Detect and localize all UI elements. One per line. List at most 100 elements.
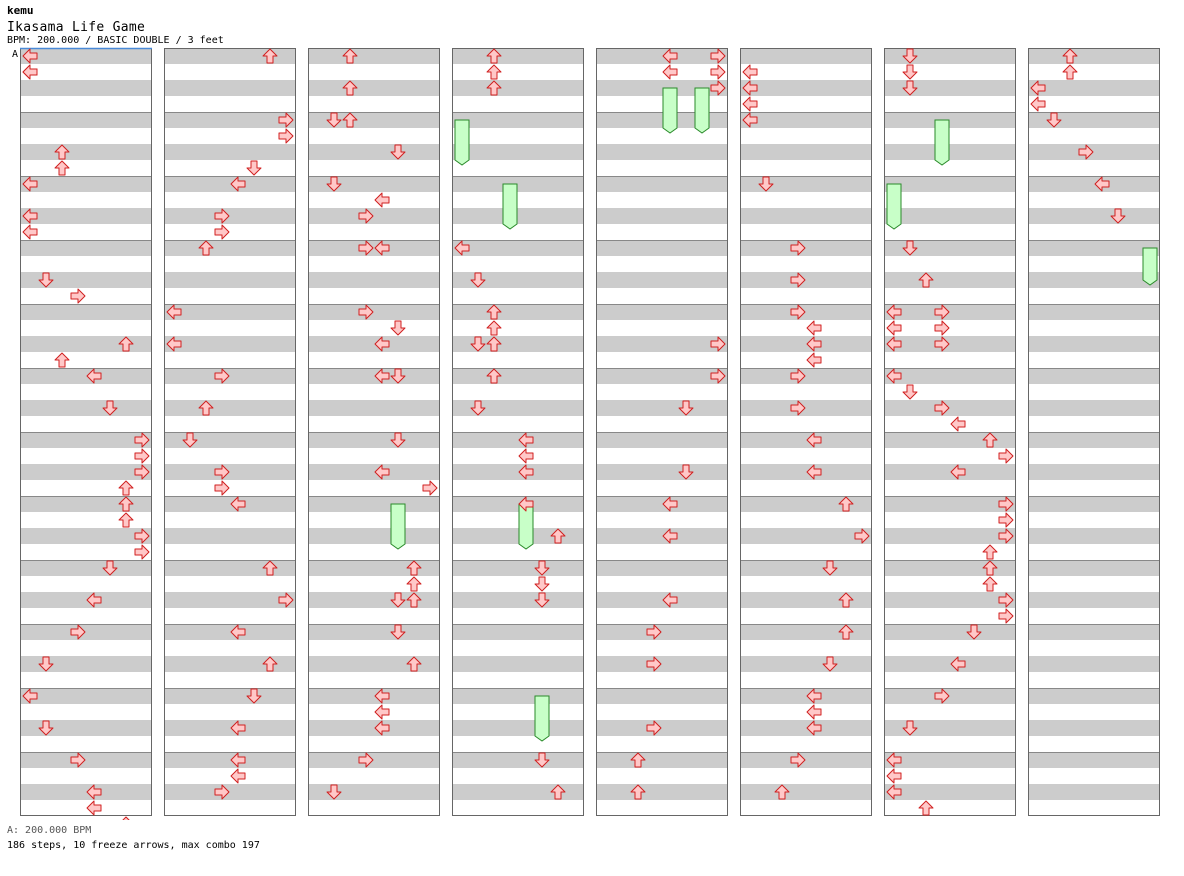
arrow-right [214, 784, 230, 800]
beat-stripe [164, 528, 296, 544]
beat-stripe [308, 240, 440, 256]
beat-stripe [20, 688, 152, 704]
beat-stripe [308, 592, 440, 608]
arrow-right [358, 240, 374, 256]
arrow-up [486, 48, 502, 64]
beat-stripe [596, 368, 728, 384]
beat-stripe [740, 592, 872, 608]
beat-stripe [740, 176, 872, 192]
beat-stripe [20, 432, 152, 448]
beat-stripe [596, 496, 728, 512]
beat-stripe [884, 112, 1016, 128]
arrow-right [1078, 144, 1094, 160]
arrow-up [838, 496, 854, 512]
arrow-right [854, 528, 870, 544]
arrow-up [486, 368, 502, 384]
beat-stripe [1028, 656, 1160, 672]
beat-stripe [20, 368, 152, 384]
arrow-up [54, 352, 70, 368]
beat-stripe [884, 752, 1016, 768]
beat-stripe [1028, 304, 1160, 320]
arrow-left [886, 752, 902, 768]
arrow-down [390, 368, 406, 384]
beat-stripe [164, 176, 296, 192]
arrow-left [374, 192, 390, 208]
beat-stripe [1028, 624, 1160, 640]
beat-stripe [1028, 80, 1160, 96]
arrow-down [966, 624, 982, 640]
beat-stripe [596, 144, 728, 160]
beat-stripe [884, 176, 1016, 192]
arrow-right [998, 592, 1014, 608]
beat-stripe [884, 656, 1016, 672]
arrow-down [102, 560, 118, 576]
arrow-down [534, 592, 550, 608]
arrow-left [1030, 96, 1046, 112]
chart-column [1028, 48, 1160, 816]
arrow-right [998, 496, 1014, 512]
arrow-left [742, 64, 758, 80]
arrow-left [86, 592, 102, 608]
beat-stripe [20, 528, 152, 544]
beat-stripe [1028, 528, 1160, 544]
arrow-left [742, 80, 758, 96]
beat-stripe [308, 368, 440, 384]
arrow-left [230, 752, 246, 768]
beat-stripe [1028, 48, 1160, 64]
arrow-left [22, 64, 38, 80]
arrow-left [662, 528, 678, 544]
beat-stripe [20, 752, 152, 768]
arrow-up [342, 48, 358, 64]
beat-stripe [1028, 720, 1160, 736]
beat-stripe [884, 272, 1016, 288]
arrow-left [374, 688, 390, 704]
chart-column [596, 48, 728, 816]
arrow-right [934, 336, 950, 352]
arrow-up [550, 528, 566, 544]
beat-stripe [164, 720, 296, 736]
freeze-arrow [886, 183, 902, 230]
beat-stripe [308, 464, 440, 480]
arrow-down [822, 656, 838, 672]
arrow-up [774, 784, 790, 800]
arrow-down [182, 432, 198, 448]
arrow-down [326, 112, 342, 128]
arrow-down [534, 576, 550, 592]
arrow-left [230, 624, 246, 640]
arrow-left [886, 768, 902, 784]
arrow-right [214, 368, 230, 384]
arrow-right [998, 512, 1014, 528]
beat-stripe [164, 400, 296, 416]
beat-stripe [452, 240, 584, 256]
beat-stripe [740, 784, 872, 800]
arrow-right [134, 544, 150, 560]
beat-stripe [452, 48, 584, 64]
beat-stripe [20, 496, 152, 512]
arrow-left [374, 336, 390, 352]
beat-stripe [884, 208, 1016, 224]
beat-stripe [20, 400, 152, 416]
arrow-up [486, 320, 502, 336]
arrow-left [1094, 176, 1110, 192]
beat-stripe [740, 432, 872, 448]
arrow-down [326, 784, 342, 800]
arrow-right [214, 480, 230, 496]
arrow-up [486, 336, 502, 352]
beat-stripe [884, 336, 1016, 352]
arrow-right [278, 592, 294, 608]
arrow-right [646, 656, 662, 672]
arrow-up [918, 800, 934, 816]
beat-stripe [1028, 592, 1160, 608]
arrow-right [278, 112, 294, 128]
beat-stripe [452, 80, 584, 96]
beat-stripe [164, 336, 296, 352]
arrow-left [230, 768, 246, 784]
beat-stripe [596, 784, 728, 800]
beat-stripe [308, 176, 440, 192]
arrow-right [934, 400, 950, 416]
arrow-left [886, 368, 902, 384]
arrow-right [790, 240, 806, 256]
arrow-left [518, 432, 534, 448]
beat-stripe [164, 272, 296, 288]
arrow-right [710, 64, 726, 80]
